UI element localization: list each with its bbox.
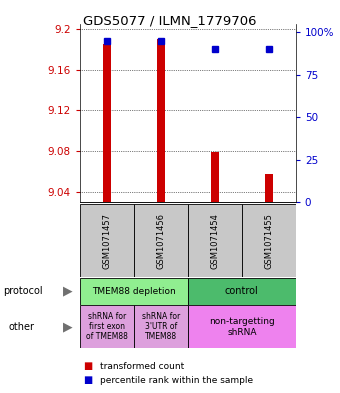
Bar <box>80 278 188 305</box>
Bar <box>188 204 242 277</box>
Text: GSM1071456: GSM1071456 <box>156 213 165 269</box>
Text: non-targetting
shRNA: non-targetting shRNA <box>209 316 275 337</box>
Text: control: control <box>225 286 259 296</box>
Text: GSM1071455: GSM1071455 <box>264 213 273 269</box>
Text: TMEM88 depletion: TMEM88 depletion <box>92 287 176 296</box>
Bar <box>211 152 219 202</box>
Text: ■: ■ <box>83 361 92 371</box>
Text: protocol: protocol <box>3 286 43 296</box>
Text: GDS5077 / ILMN_1779706: GDS5077 / ILMN_1779706 <box>83 14 257 27</box>
Bar <box>188 305 296 348</box>
Bar <box>188 278 296 305</box>
Bar <box>134 305 188 348</box>
Text: shRNA for
3'UTR of
TMEM88: shRNA for 3'UTR of TMEM88 <box>142 312 180 342</box>
Text: ▶: ▶ <box>63 320 73 333</box>
Bar <box>103 44 111 202</box>
Text: ▶: ▶ <box>63 285 73 298</box>
Bar <box>80 204 134 277</box>
Text: other: other <box>8 321 34 332</box>
Text: ■: ■ <box>83 375 92 386</box>
Bar <box>265 174 273 202</box>
Bar <box>242 204 296 277</box>
Text: GSM1071454: GSM1071454 <box>210 213 219 269</box>
Text: transformed count: transformed count <box>100 362 185 371</box>
Text: GSM1071457: GSM1071457 <box>102 213 112 269</box>
Bar <box>80 305 134 348</box>
Bar <box>157 39 165 202</box>
Text: percentile rank within the sample: percentile rank within the sample <box>100 376 253 385</box>
Text: shRNA for
first exon
of TMEM88: shRNA for first exon of TMEM88 <box>86 312 128 342</box>
Bar <box>134 204 188 277</box>
